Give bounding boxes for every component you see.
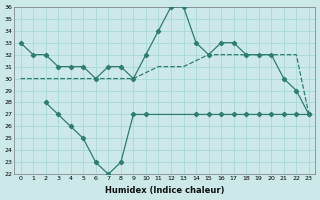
X-axis label: Humidex (Indice chaleur): Humidex (Indice chaleur) <box>105 186 224 195</box>
